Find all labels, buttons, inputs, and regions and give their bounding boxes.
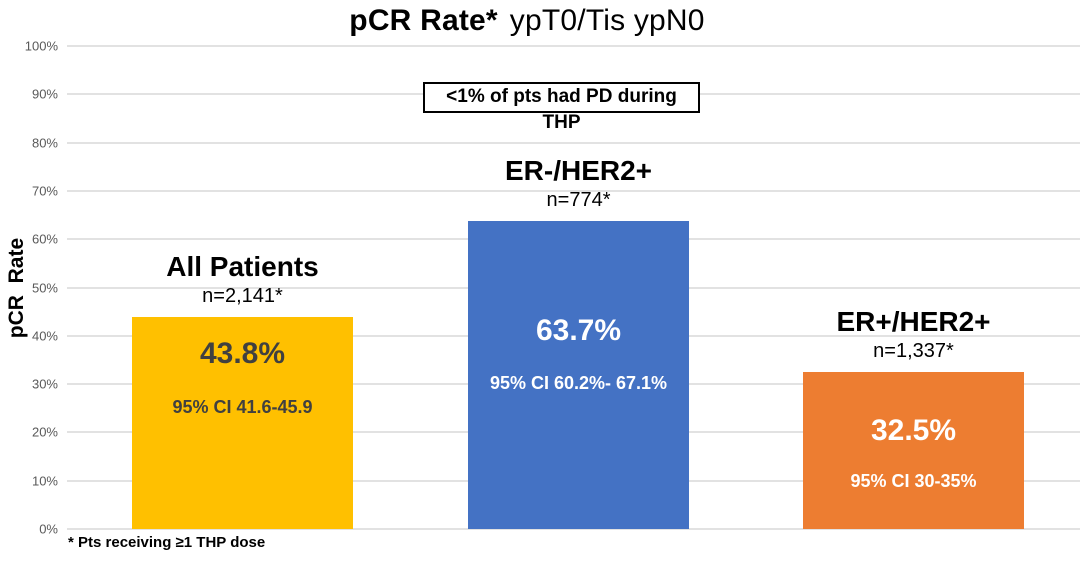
y-tick-label: 80% (31, 135, 58, 151)
y-tick-label: 20% (31, 424, 58, 440)
bar-labels: ER+/HER2+ n=1,337* (773, 306, 1054, 363)
footnote: * Pts receiving ≥1 THP dose (68, 534, 266, 551)
y-tick-label: 100% (24, 38, 58, 54)
y-tick-label: 0% (39, 521, 58, 537)
bar-group-all-patients: All Patients n=2,141* 43.8% 95% CI 41.6-… (132, 0, 353, 562)
bar-group-er-neg-her2-pos: ER-/HER2+ n=774* 63.7% 95% CI 60.2%- 67.… (468, 0, 689, 562)
bar-ci-label: 95% CI 60.2%- 67.1% (489, 373, 668, 394)
y-tick-label: 40% (31, 328, 58, 344)
bar-group-er-pos-her2-pos: ER+/HER2+ n=1,337* 32.5% 95% CI 30-35% (803, 0, 1024, 562)
bar-labels: ER-/HER2+ n=774* (438, 155, 719, 212)
bar-n-label: n=1,337* (873, 340, 954, 363)
gridline (67, 141, 1080, 144)
y-tick-label: 30% (31, 376, 58, 392)
bar-value-label: 43.8% (199, 337, 286, 371)
bar-n-label: n=774* (546, 189, 611, 212)
bar-n-label: n=2,141* (202, 285, 283, 308)
y-tick-label: 90% (31, 86, 58, 102)
y-tick-label: 10% (31, 473, 58, 489)
bar-er-neg-her2-pos: 63.7% 95% CI 60.2%- 67.1% (468, 221, 689, 529)
annotation-box: <1% of pts had PD during THP (423, 82, 700, 133)
bar-ci-label: 95% CI 41.6-45.9 (172, 397, 313, 418)
gridline (67, 528, 1080, 530)
bar-ci-label: 95% CI 30-35% (850, 471, 977, 492)
bar-all-patients: 43.8% 95% CI 41.6-45.9 (132, 317, 353, 529)
chart-title-subtitle: ypT0/Tis ypN0 (509, 4, 705, 37)
bar-value-label: 63.7% (535, 314, 622, 348)
chart-title-bold: pCR Rate* (349, 4, 498, 37)
bar-category-label: ER+/HER2+ (836, 306, 991, 338)
y-tick-label: 60% (31, 231, 58, 247)
bar-labels: All Patients n=2,141* (102, 251, 383, 308)
bar-value-label: 32.5% (870, 414, 957, 448)
gridline (67, 189, 1080, 192)
y-tick-label: 50% (31, 280, 58, 295)
bar-er-pos-her2-pos: 32.5% 95% CI 30-35% (803, 372, 1024, 529)
bar-category-label: ER-/HER2+ (504, 155, 653, 187)
chart-title: pCR Rate* ypT0/Tis ypN0 (0, 4, 1054, 38)
y-tick-label: 70% (31, 183, 58, 199)
gridline (67, 45, 1080, 47)
bar-category-label: All Patients (166, 251, 319, 283)
